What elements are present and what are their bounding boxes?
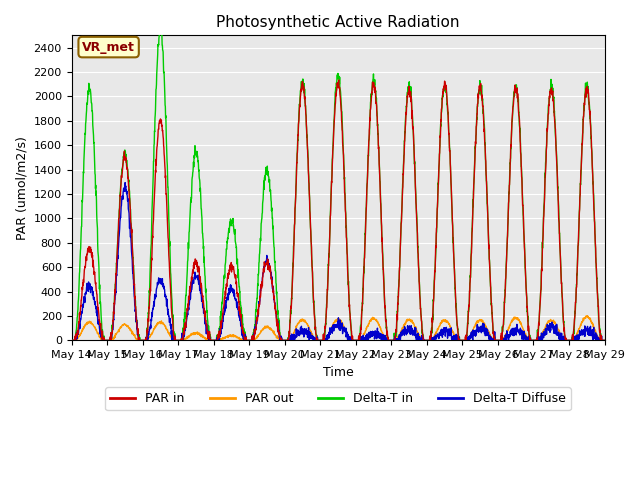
Text: VR_met: VR_met (82, 41, 135, 54)
Legend: PAR in, PAR out, Delta-T in, Delta-T Diffuse: PAR in, PAR out, Delta-T in, Delta-T Dif… (105, 387, 571, 410)
Y-axis label: PAR (umol/m2/s): PAR (umol/m2/s) (15, 136, 28, 240)
X-axis label: Time: Time (323, 366, 353, 379)
Title: Photosynthetic Active Radiation: Photosynthetic Active Radiation (216, 15, 460, 30)
